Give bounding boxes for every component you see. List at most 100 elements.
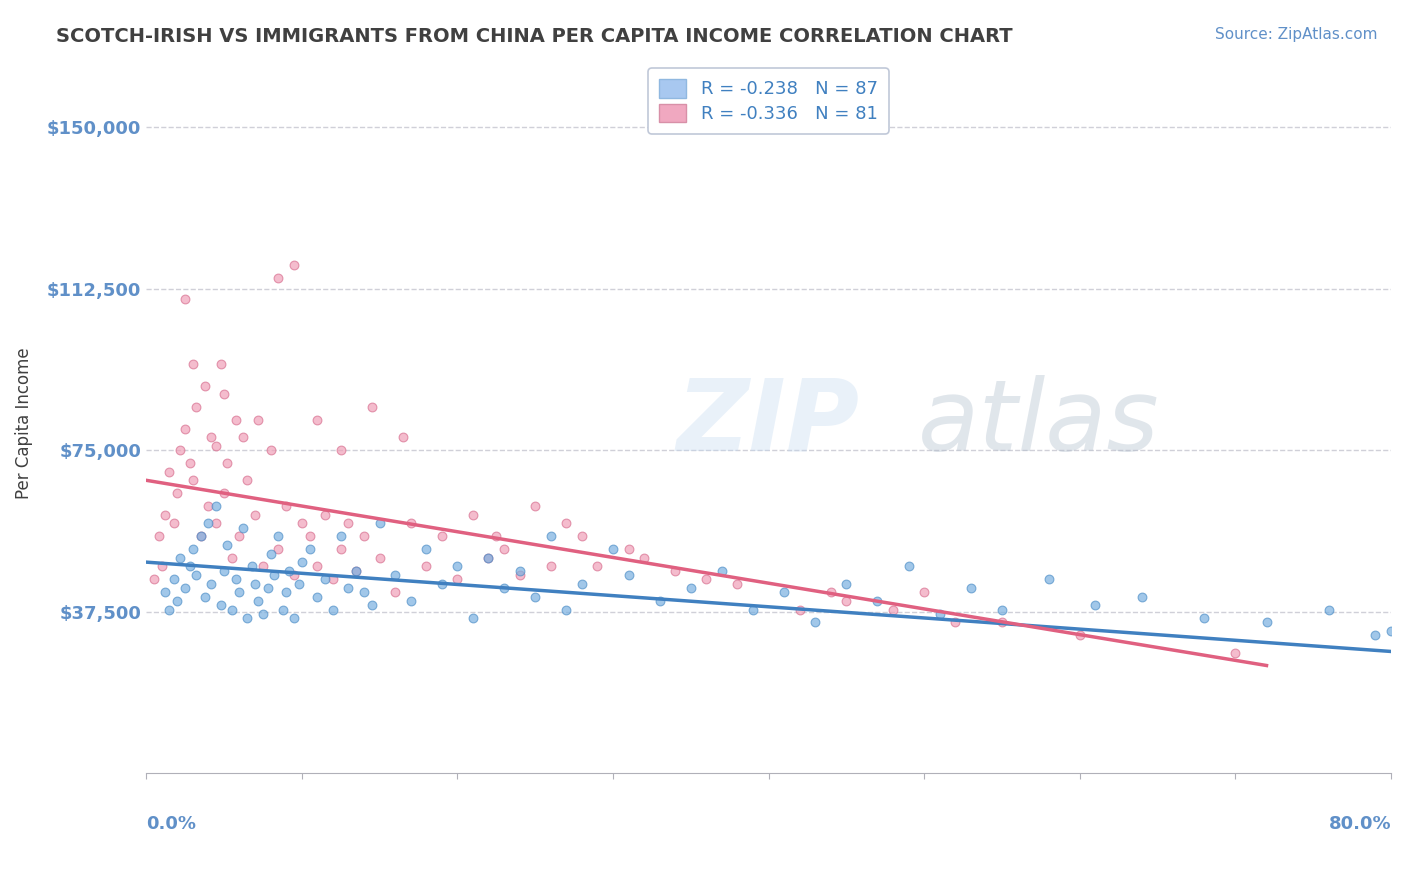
- Point: [236, 611, 259, 625]
- Point: [166, 594, 188, 608]
- Point: [278, 564, 301, 578]
- Legend: R = -0.238   N = 87, R = -0.336   N = 81: R = -0.238 N = 87, R = -0.336 N = 81: [648, 69, 889, 134]
- Y-axis label: Per Capita Income: Per Capita Income: [15, 347, 32, 499]
- Point: [190, 529, 212, 543]
- Point: [943, 615, 966, 630]
- Point: [307, 590, 329, 604]
- Point: [181, 542, 204, 557]
- Point: [695, 573, 717, 587]
- Point: [344, 564, 367, 578]
- Point: [271, 602, 294, 616]
- Point: [648, 594, 671, 608]
- Point: [276, 585, 298, 599]
- Text: 80.0%: 80.0%: [1329, 815, 1391, 833]
- Point: [243, 508, 266, 522]
- Point: [461, 508, 484, 522]
- Point: [197, 499, 219, 513]
- Point: [912, 585, 935, 599]
- Point: [602, 542, 624, 557]
- Point: [1364, 628, 1386, 642]
- Point: [153, 585, 176, 599]
- Point: [225, 573, 247, 587]
- Point: [329, 529, 352, 543]
- Point: [897, 559, 920, 574]
- Point: [991, 615, 1014, 630]
- Point: [555, 516, 578, 531]
- Point: [163, 516, 186, 531]
- Point: [415, 542, 437, 557]
- Point: [209, 357, 232, 371]
- Point: [571, 576, 593, 591]
- Point: [153, 508, 176, 522]
- Point: [524, 499, 547, 513]
- Point: [664, 564, 686, 578]
- Point: [307, 413, 329, 427]
- Point: [1084, 598, 1107, 612]
- Text: ZIP: ZIP: [678, 375, 860, 472]
- Point: [835, 576, 858, 591]
- Point: [344, 564, 367, 578]
- Point: [225, 413, 247, 427]
- Point: [200, 576, 222, 591]
- Point: [329, 542, 352, 557]
- Point: [399, 594, 422, 608]
- Point: [247, 413, 270, 427]
- Point: [882, 602, 904, 616]
- Point: [174, 581, 197, 595]
- Point: [169, 550, 191, 565]
- Text: atlas: atlas: [918, 375, 1160, 472]
- Point: [256, 581, 278, 595]
- Point: [337, 516, 360, 531]
- Point: [291, 555, 314, 569]
- Point: [360, 400, 382, 414]
- Point: [1317, 602, 1340, 616]
- Point: [725, 576, 748, 591]
- Point: [283, 611, 305, 625]
- Point: [477, 550, 499, 565]
- Point: [710, 564, 733, 578]
- Point: [184, 400, 207, 414]
- Point: [298, 542, 321, 557]
- Point: [184, 568, 207, 582]
- Point: [492, 542, 515, 557]
- Point: [263, 568, 285, 582]
- Point: [430, 576, 453, 591]
- Point: [1225, 646, 1247, 660]
- Point: [633, 550, 655, 565]
- Point: [928, 607, 950, 621]
- Point: [1388, 615, 1406, 630]
- Point: [232, 521, 254, 535]
- Point: [291, 516, 314, 531]
- Point: [820, 585, 842, 599]
- Point: [617, 542, 640, 557]
- Point: [1194, 611, 1216, 625]
- Point: [314, 573, 336, 587]
- Point: [360, 598, 382, 612]
- Point: [353, 529, 375, 543]
- Point: [240, 559, 263, 574]
- Point: [399, 516, 422, 531]
- Point: [267, 270, 290, 285]
- Point: [212, 387, 235, 401]
- Point: [392, 430, 415, 444]
- Point: [181, 357, 204, 371]
- Point: [148, 529, 170, 543]
- Point: [314, 508, 336, 522]
- Point: [353, 585, 375, 599]
- Point: [221, 550, 243, 565]
- Point: [866, 594, 889, 608]
- Point: [215, 538, 238, 552]
- Text: Source: ZipAtlas.com: Source: ZipAtlas.com: [1215, 27, 1378, 42]
- Point: [509, 564, 531, 578]
- Point: [247, 594, 270, 608]
- Point: [179, 559, 201, 574]
- Point: [524, 590, 547, 604]
- Point: [283, 258, 305, 272]
- Point: [150, 559, 173, 574]
- Point: [368, 550, 391, 565]
- Point: [190, 529, 212, 543]
- Point: [1395, 632, 1406, 647]
- Point: [212, 486, 235, 500]
- Point: [804, 615, 827, 630]
- Point: [283, 568, 305, 582]
